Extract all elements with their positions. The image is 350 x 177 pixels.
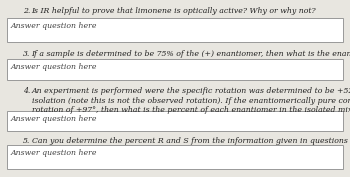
Text: If a sample is determined to be 75% of the (+) enantiomer, then what is the enan: If a sample is determined to be 75% of t… — [32, 50, 350, 58]
Bar — [7, 145, 343, 169]
Text: Can you determine the percent R and S from the information given in questions 4?: Can you determine the percent R and S fr… — [32, 137, 350, 145]
Text: Answer question here: Answer question here — [11, 115, 98, 123]
Text: An experiment is performed were the specific rotation was determined to be +52° : An experiment is performed were the spec… — [32, 87, 350, 114]
Text: Answer question here: Answer question here — [11, 22, 98, 30]
Bar — [7, 18, 343, 42]
Text: Answer question here: Answer question here — [11, 149, 98, 157]
Text: 4.: 4. — [23, 87, 30, 95]
Text: 2.: 2. — [23, 7, 30, 15]
Bar — [7, 59, 343, 80]
Text: 5.: 5. — [23, 137, 30, 145]
Text: 3.: 3. — [23, 50, 30, 58]
Bar — [7, 111, 343, 131]
Text: Is IR helpful to prove that limonene is optically active? Why or why not?: Is IR helpful to prove that limonene is … — [32, 7, 316, 15]
Text: Answer question here: Answer question here — [11, 63, 98, 71]
